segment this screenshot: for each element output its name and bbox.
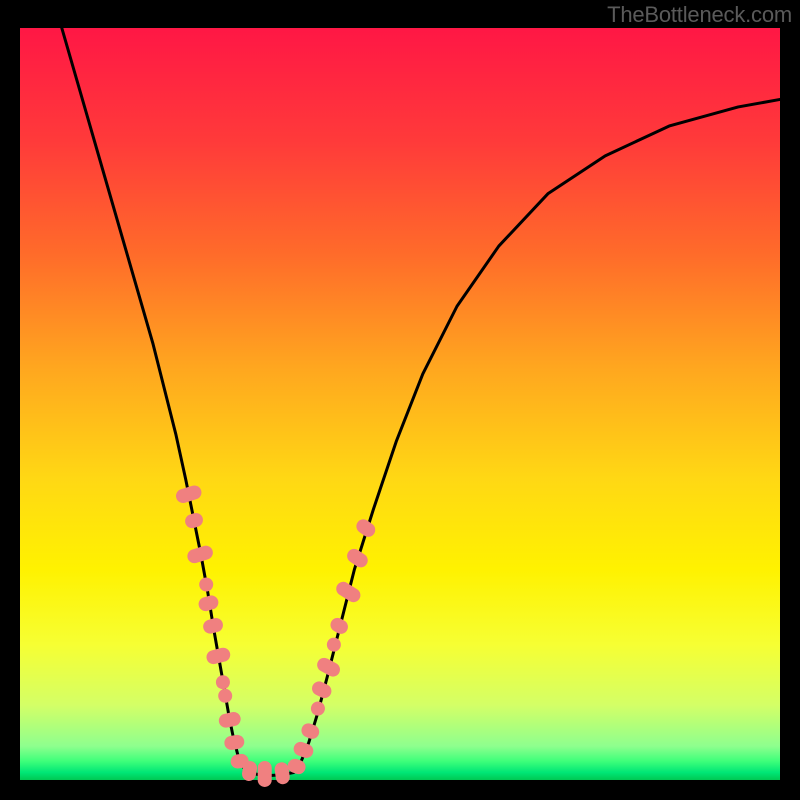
data-marker — [258, 761, 272, 787]
chart-plot-area — [20, 28, 780, 780]
bottleneck-curve-chart — [0, 0, 800, 800]
image-root: TheBottleneck.com — [0, 0, 800, 800]
